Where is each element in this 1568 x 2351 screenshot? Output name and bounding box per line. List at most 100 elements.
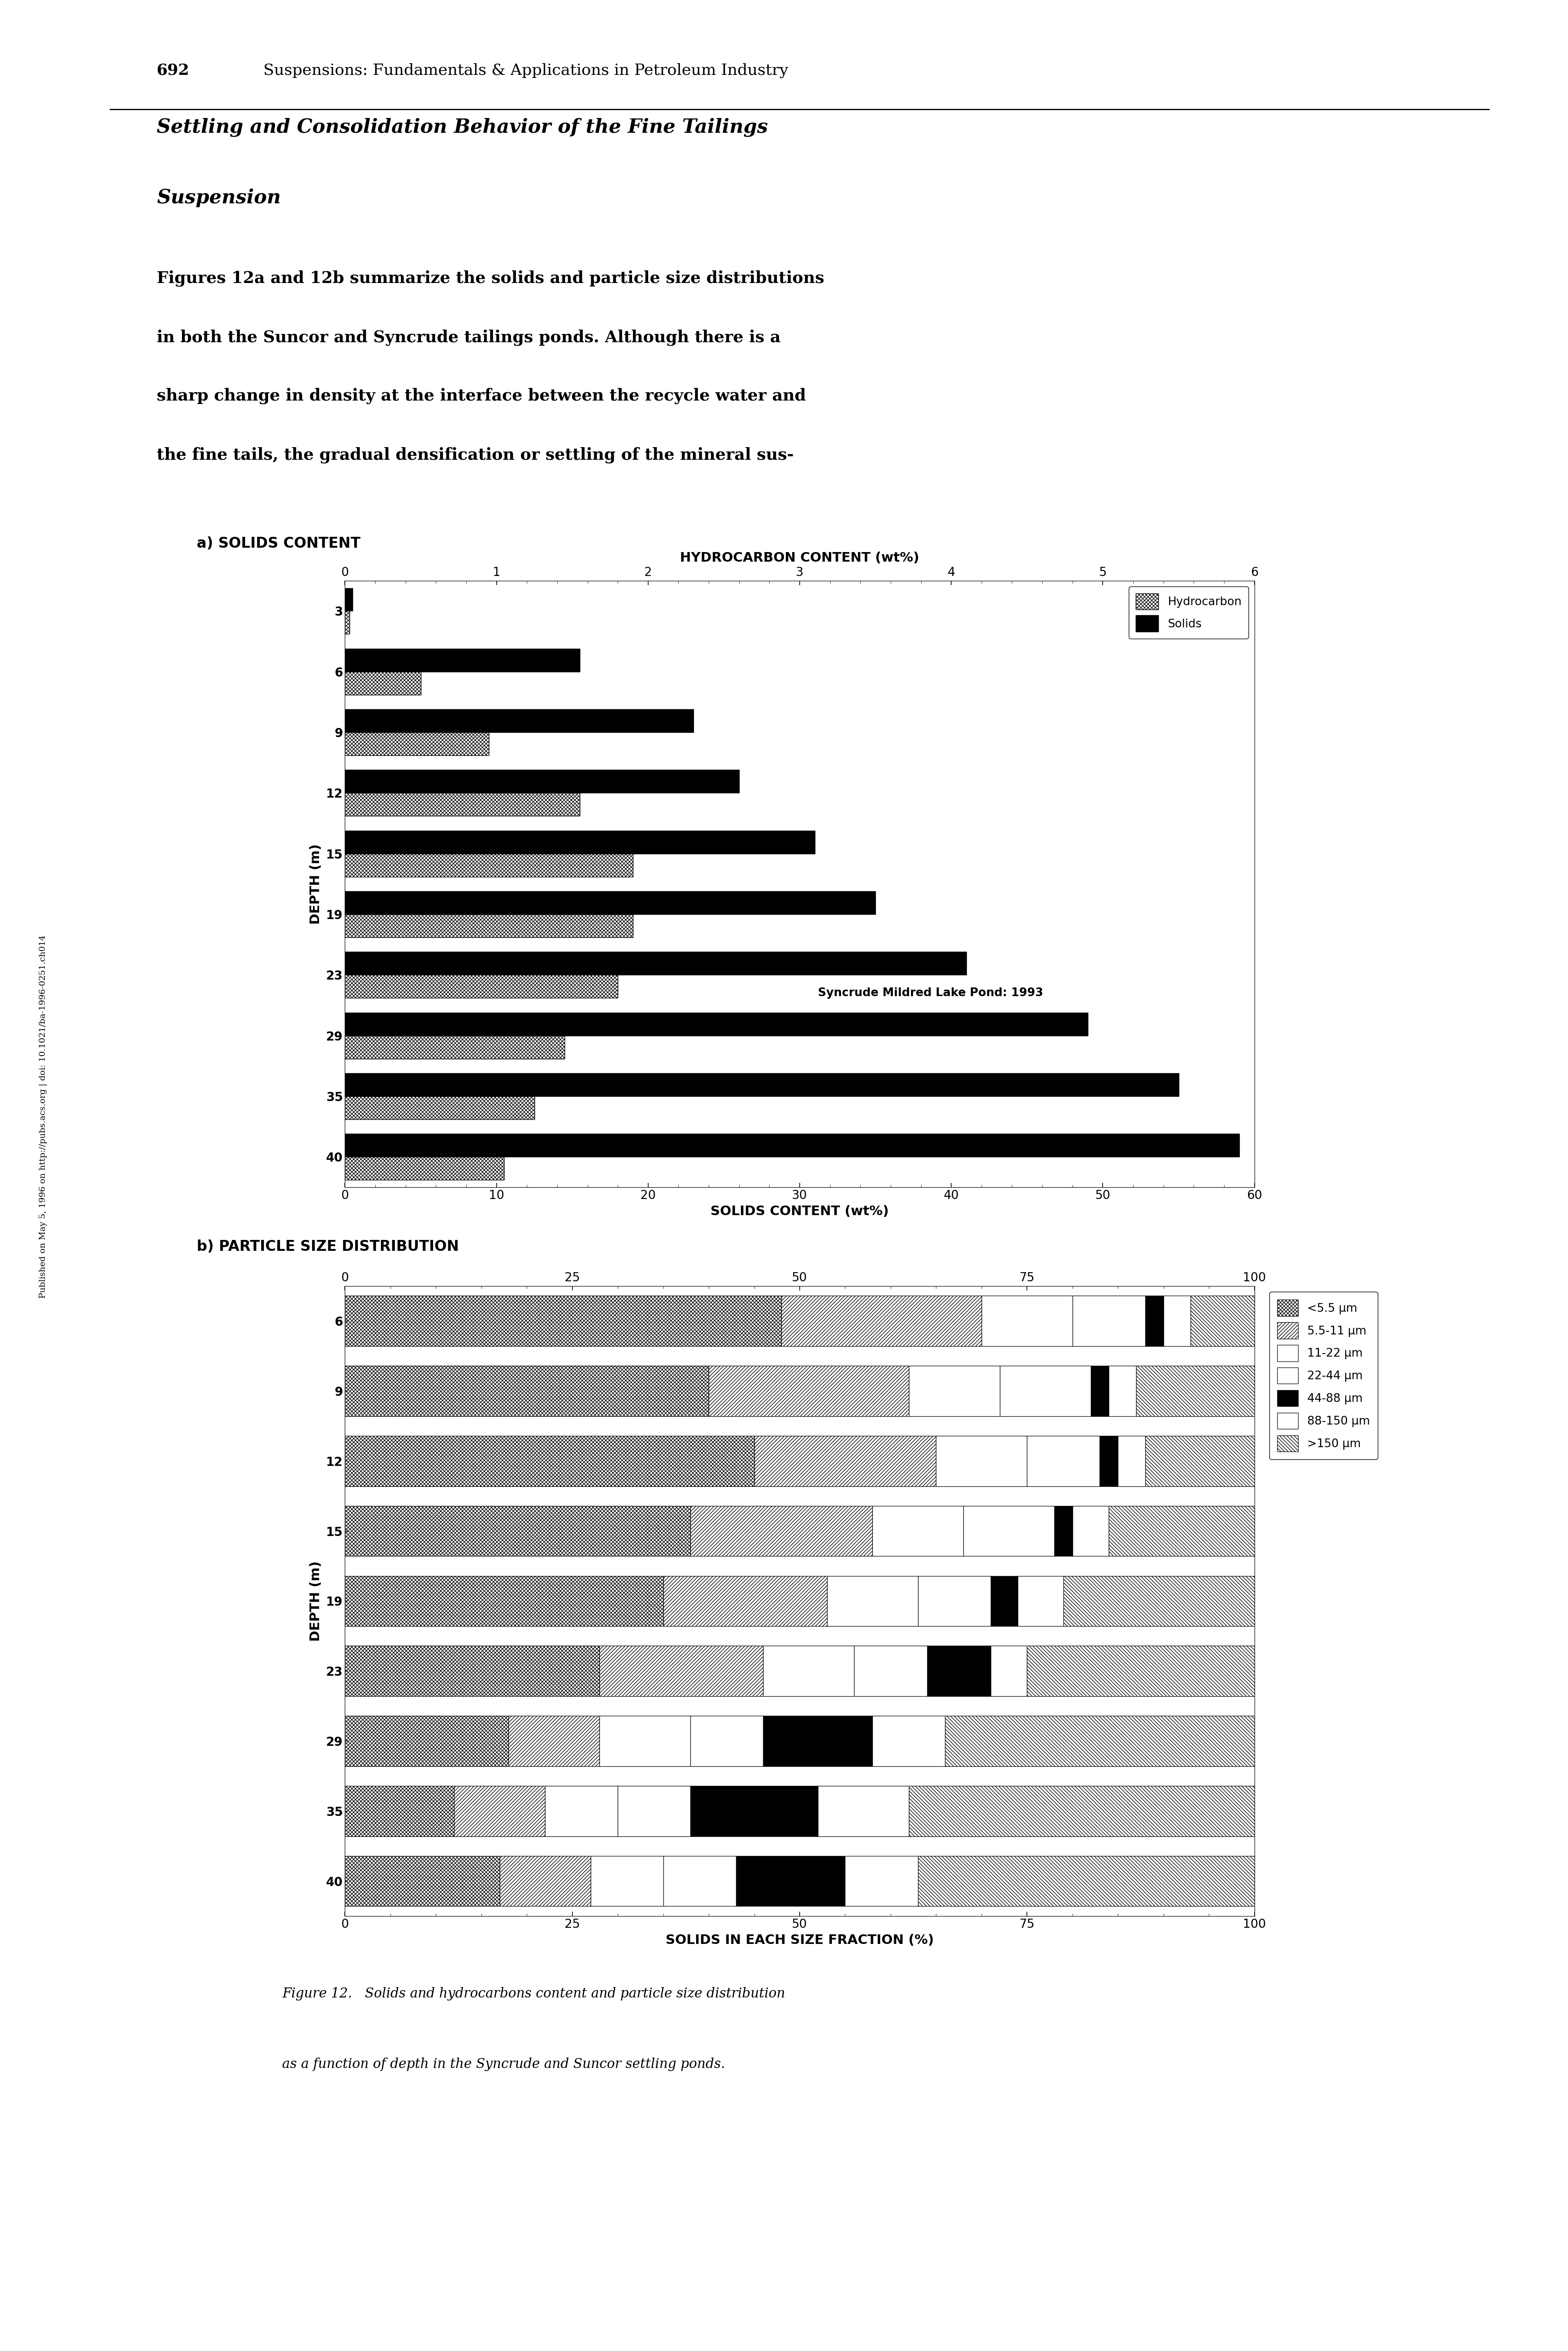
Bar <box>690 1507 872 1556</box>
Bar <box>991 1575 1018 1627</box>
Bar <box>345 1787 455 1836</box>
Text: b) PARTICLE SIZE DISTRIBUTION: b) PARTICLE SIZE DISTRIBUTION <box>198 1239 459 1253</box>
Bar <box>599 1716 690 1766</box>
Bar <box>345 1507 690 1556</box>
Bar <box>1091 1366 1109 1415</box>
Bar <box>663 1575 826 1627</box>
Bar <box>690 1716 764 1766</box>
Text: 692: 692 <box>157 63 190 78</box>
Bar <box>1109 1507 1254 1556</box>
Text: the fine tails, the gradual densification or settling of the mineral sus-: the fine tails, the gradual densificatio… <box>157 447 793 463</box>
Bar <box>345 1295 781 1347</box>
Bar <box>345 734 489 755</box>
Legend: Hydrocarbon, Solids: Hydrocarbon, Solids <box>1129 585 1248 639</box>
Bar <box>508 1716 599 1766</box>
Bar <box>1073 1507 1109 1556</box>
Bar <box>1190 1295 1254 1347</box>
Bar <box>982 1295 1073 1347</box>
Bar <box>345 1072 1179 1096</box>
Bar <box>1109 1366 1137 1415</box>
X-axis label: SOLIDS IN EACH SIZE FRACTION (%): SOLIDS IN EACH SIZE FRACTION (%) <box>665 1935 935 1947</box>
Bar <box>345 830 815 853</box>
Bar <box>1027 1436 1099 1486</box>
Bar <box>455 1787 546 1836</box>
Text: a) SOLIDS CONTENT: a) SOLIDS CONTENT <box>198 536 361 550</box>
Bar <box>345 769 739 792</box>
Bar <box>909 1787 1254 1836</box>
Bar <box>345 649 580 672</box>
Bar <box>345 710 693 734</box>
Bar <box>927 1646 991 1695</box>
Text: Settling and Consolidation Behavior of the Fine Tailings: Settling and Consolidation Behavior of t… <box>157 118 768 136</box>
Bar <box>546 1787 618 1836</box>
Bar <box>917 1855 1254 1907</box>
Text: Syncrude Mildred Lake Pond: 1993: Syncrude Mildred Lake Pond: 1993 <box>818 987 1043 999</box>
Bar <box>754 1436 936 1486</box>
Bar <box>345 611 350 635</box>
Bar <box>345 588 353 611</box>
Bar <box>690 1787 818 1836</box>
Bar <box>345 915 633 938</box>
Bar <box>345 952 966 976</box>
Bar <box>963 1507 1054 1556</box>
Bar <box>1000 1366 1091 1415</box>
X-axis label: HYDROCARBON CONTENT (wt%): HYDROCARBON CONTENT (wt%) <box>681 552 919 564</box>
Bar <box>345 1855 500 1907</box>
Bar <box>764 1716 872 1766</box>
Y-axis label: DEPTH (m): DEPTH (m) <box>309 844 323 924</box>
Text: in both the Suncor and Syncrude tailings ponds. Although there is a: in both the Suncor and Syncrude tailings… <box>157 329 781 346</box>
Bar <box>1018 1575 1063 1627</box>
Bar <box>345 976 618 999</box>
Bar <box>855 1646 927 1695</box>
Bar <box>345 1716 508 1766</box>
Text: Suspensions: Fundamentals & Applications in Petroleum Industry: Suspensions: Fundamentals & Applications… <box>263 63 789 78</box>
Bar <box>1145 1295 1163 1347</box>
Bar <box>872 1507 963 1556</box>
Y-axis label: DEPTH (m): DEPTH (m) <box>309 1561 323 1641</box>
Text: as a function of depth in the Syncrude and Suncor settling ponds.: as a function of depth in the Syncrude a… <box>282 2057 726 2071</box>
Bar <box>345 1096 535 1119</box>
Bar <box>818 1787 909 1836</box>
Bar <box>345 853 633 877</box>
Bar <box>1163 1295 1190 1347</box>
Bar <box>735 1855 845 1907</box>
Bar <box>345 1133 1239 1157</box>
X-axis label: SOLIDS CONTENT (wt%): SOLIDS CONTENT (wt%) <box>710 1206 889 1218</box>
Bar <box>500 1855 591 1907</box>
Bar <box>936 1436 1027 1486</box>
Bar <box>946 1716 1254 1766</box>
Bar <box>1027 1646 1254 1695</box>
Bar <box>709 1366 909 1415</box>
Text: Figures 12a and 12b summarize the solids and particle size distributions: Figures 12a and 12b summarize the solids… <box>157 270 825 287</box>
Text: Published on May 5, 1996 on http://pubs.acs.org | doi: 10.1021/ba-1996-0251.ch01: Published on May 5, 1996 on http://pubs.… <box>39 936 47 1298</box>
Bar <box>345 891 875 915</box>
Bar <box>345 1366 709 1415</box>
Bar <box>872 1716 946 1766</box>
Bar <box>917 1575 991 1627</box>
Bar <box>345 1575 663 1627</box>
Bar <box>1118 1436 1145 1486</box>
Bar <box>345 1436 754 1486</box>
Bar <box>1073 1295 1145 1347</box>
Bar <box>599 1646 764 1695</box>
Bar <box>1099 1436 1118 1486</box>
Bar <box>345 792 580 816</box>
Bar <box>591 1855 663 1907</box>
Bar <box>764 1646 855 1695</box>
Bar <box>345 1013 1088 1034</box>
Bar <box>663 1855 735 1907</box>
Bar <box>1145 1436 1254 1486</box>
Bar <box>909 1366 1000 1415</box>
Bar <box>1137 1366 1254 1415</box>
Bar <box>345 672 420 696</box>
Bar <box>618 1787 690 1836</box>
Text: Suspension: Suspension <box>157 188 281 207</box>
Bar <box>1054 1507 1073 1556</box>
Bar <box>991 1646 1027 1695</box>
Text: Figure 12.   Solids and hydrocarbons content and particle size distribution: Figure 12. Solids and hydrocarbons conte… <box>282 1987 786 2001</box>
Legend: <5.5 μm, 5.5-11 μm, 11-22 μm, 22-44 μm, 44-88 μm, 88-150 μm, >150 μm: <5.5 μm, 5.5-11 μm, 11-22 μm, 22-44 μm, … <box>1269 1291 1378 1460</box>
Bar <box>826 1575 917 1627</box>
Bar <box>345 1034 564 1058</box>
Bar <box>781 1295 982 1347</box>
Text: sharp change in density at the interface between the recycle water and: sharp change in density at the interface… <box>157 388 806 404</box>
